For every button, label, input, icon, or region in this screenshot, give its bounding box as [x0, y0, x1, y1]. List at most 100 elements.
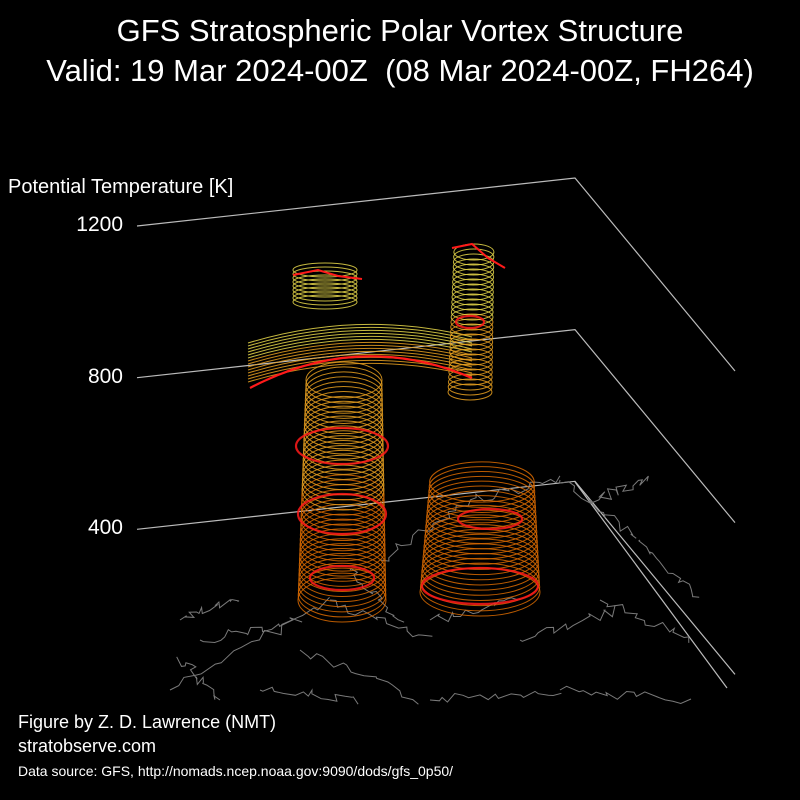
vortex-contour: [419, 567, 541, 617]
coastline: [199, 617, 303, 644]
vortex-edge-contour: [296, 492, 388, 536]
vortex-contour: [420, 557, 540, 607]
vortex-contour: [247, 338, 473, 359]
vortex-contour: [292, 282, 358, 298]
vortex-contour: [301, 459, 385, 501]
coastline: [519, 605, 616, 642]
vortex-edge-contour: [420, 566, 540, 606]
coastline: [349, 568, 405, 623]
frame-plane-800: [136, 329, 736, 524]
coastline: [259, 686, 359, 705]
coastline: [589, 475, 649, 504]
vortex-contour: [451, 298, 494, 316]
vortex-edge-contour: [292, 268, 363, 280]
vortex-edge-contour: [456, 507, 524, 531]
data-source-text: Data source: GFS, http://nomads.ncep.noa…: [18, 763, 454, 779]
vortex-contour: [247, 350, 473, 371]
vortex-contour: [303, 405, 384, 445]
vortex-contour: [292, 286, 358, 302]
website-text: stratobserve.com: [18, 736, 157, 756]
vortex-contour: [450, 313, 494, 331]
vortex-contour: [297, 572, 387, 618]
vortex-contour: [301, 469, 385, 511]
vortex-edge-contour: [308, 564, 376, 592]
vortex-contour: [452, 268, 495, 286]
vortex-contour: [303, 415, 384, 455]
vortex-contour: [299, 518, 386, 562]
vortex-contour: [301, 474, 385, 516]
vortex-contour: [452, 253, 495, 271]
z-tick-label: 1200: [76, 213, 123, 236]
vortex-contour: [292, 294, 358, 310]
vortex-contour: [429, 461, 535, 503]
vortex-contour: [298, 557, 387, 603]
credit-text: Figure by Z. D. Lawrence (NMT): [18, 712, 277, 732]
coastline: [379, 500, 471, 562]
vortex-contour: [305, 366, 383, 404]
vortex-contour: [427, 480, 536, 524]
vortex-contour: [303, 410, 384, 450]
vortex-contour: [419, 562, 541, 612]
vortex-contour: [425, 504, 538, 550]
vortex-contour: [428, 471, 536, 513]
vortex-contour: [292, 278, 358, 294]
vortex-contour: [302, 444, 385, 486]
vortex-contour: [304, 376, 383, 414]
frame-base-edge: [574, 481, 728, 689]
vortex-contour: [305, 371, 383, 409]
vortex-contour: [303, 420, 384, 460]
vortex-contour: [450, 303, 494, 321]
vortex-contour: [292, 262, 358, 278]
vortex-contour: [247, 341, 473, 362]
z-tick-label: 800: [87, 364, 123, 388]
coastline: [169, 596, 330, 691]
vortex-contour: [449, 333, 494, 351]
vortex-contour: [247, 347, 473, 368]
z-axis-label: Potential Temperature [K]: [8, 176, 234, 198]
vortex-contour: [298, 538, 386, 582]
vortex-contour: [428, 466, 535, 508]
vortex-contour: [452, 263, 495, 281]
vortex-contour: [304, 400, 384, 440]
vortex-contour: [451, 278, 494, 296]
vortex-contour: [425, 499, 537, 545]
vortex-contour: [423, 524, 539, 570]
vortex-contour: [297, 567, 387, 613]
vortex-contour: [247, 332, 473, 353]
vortex-contour: [298, 548, 386, 592]
vortex-contour: [304, 381, 383, 419]
vortex-contour: [299, 513, 386, 557]
vortex-contour: [424, 514, 538, 560]
frame-plane-400: [136, 480, 736, 675]
vortex-edge-contour: [294, 426, 390, 466]
vortex-edge-contour: [249, 355, 473, 389]
vortex-contour: [304, 395, 384, 435]
vortex-contour: [420, 553, 540, 601]
chart-title: GFS Stratospheric Polar Vortex Structure: [116, 13, 684, 48]
vortex-contour: [448, 368, 493, 386]
coastline: [429, 690, 562, 703]
vortex-contour: [421, 548, 540, 596]
vortex-contour: [422, 538, 539, 586]
vortex-contour: [292, 290, 358, 306]
axis-frame: [136, 177, 736, 689]
vortex-contour: [300, 508, 386, 552]
vortex-contour: [247, 344, 473, 365]
vortex-contour: [247, 353, 473, 374]
vortex-contour: [448, 358, 493, 376]
vortex-contour: [298, 552, 387, 598]
vortex-contour: [451, 283, 494, 301]
vortex-contour: [447, 373, 493, 391]
vortex-contour: [297, 577, 387, 623]
coastline: [329, 599, 433, 638]
vortex-contour: [448, 363, 493, 381]
vortex-contour: [450, 318, 494, 336]
vortex-contour: [447, 378, 493, 396]
vortex-contour: [298, 562, 387, 608]
vortex-contour: [302, 430, 384, 470]
coastline: [299, 649, 419, 705]
vortex-contour: [449, 338, 494, 356]
vortex-contour: [451, 293, 494, 311]
coastline: [179, 598, 240, 621]
